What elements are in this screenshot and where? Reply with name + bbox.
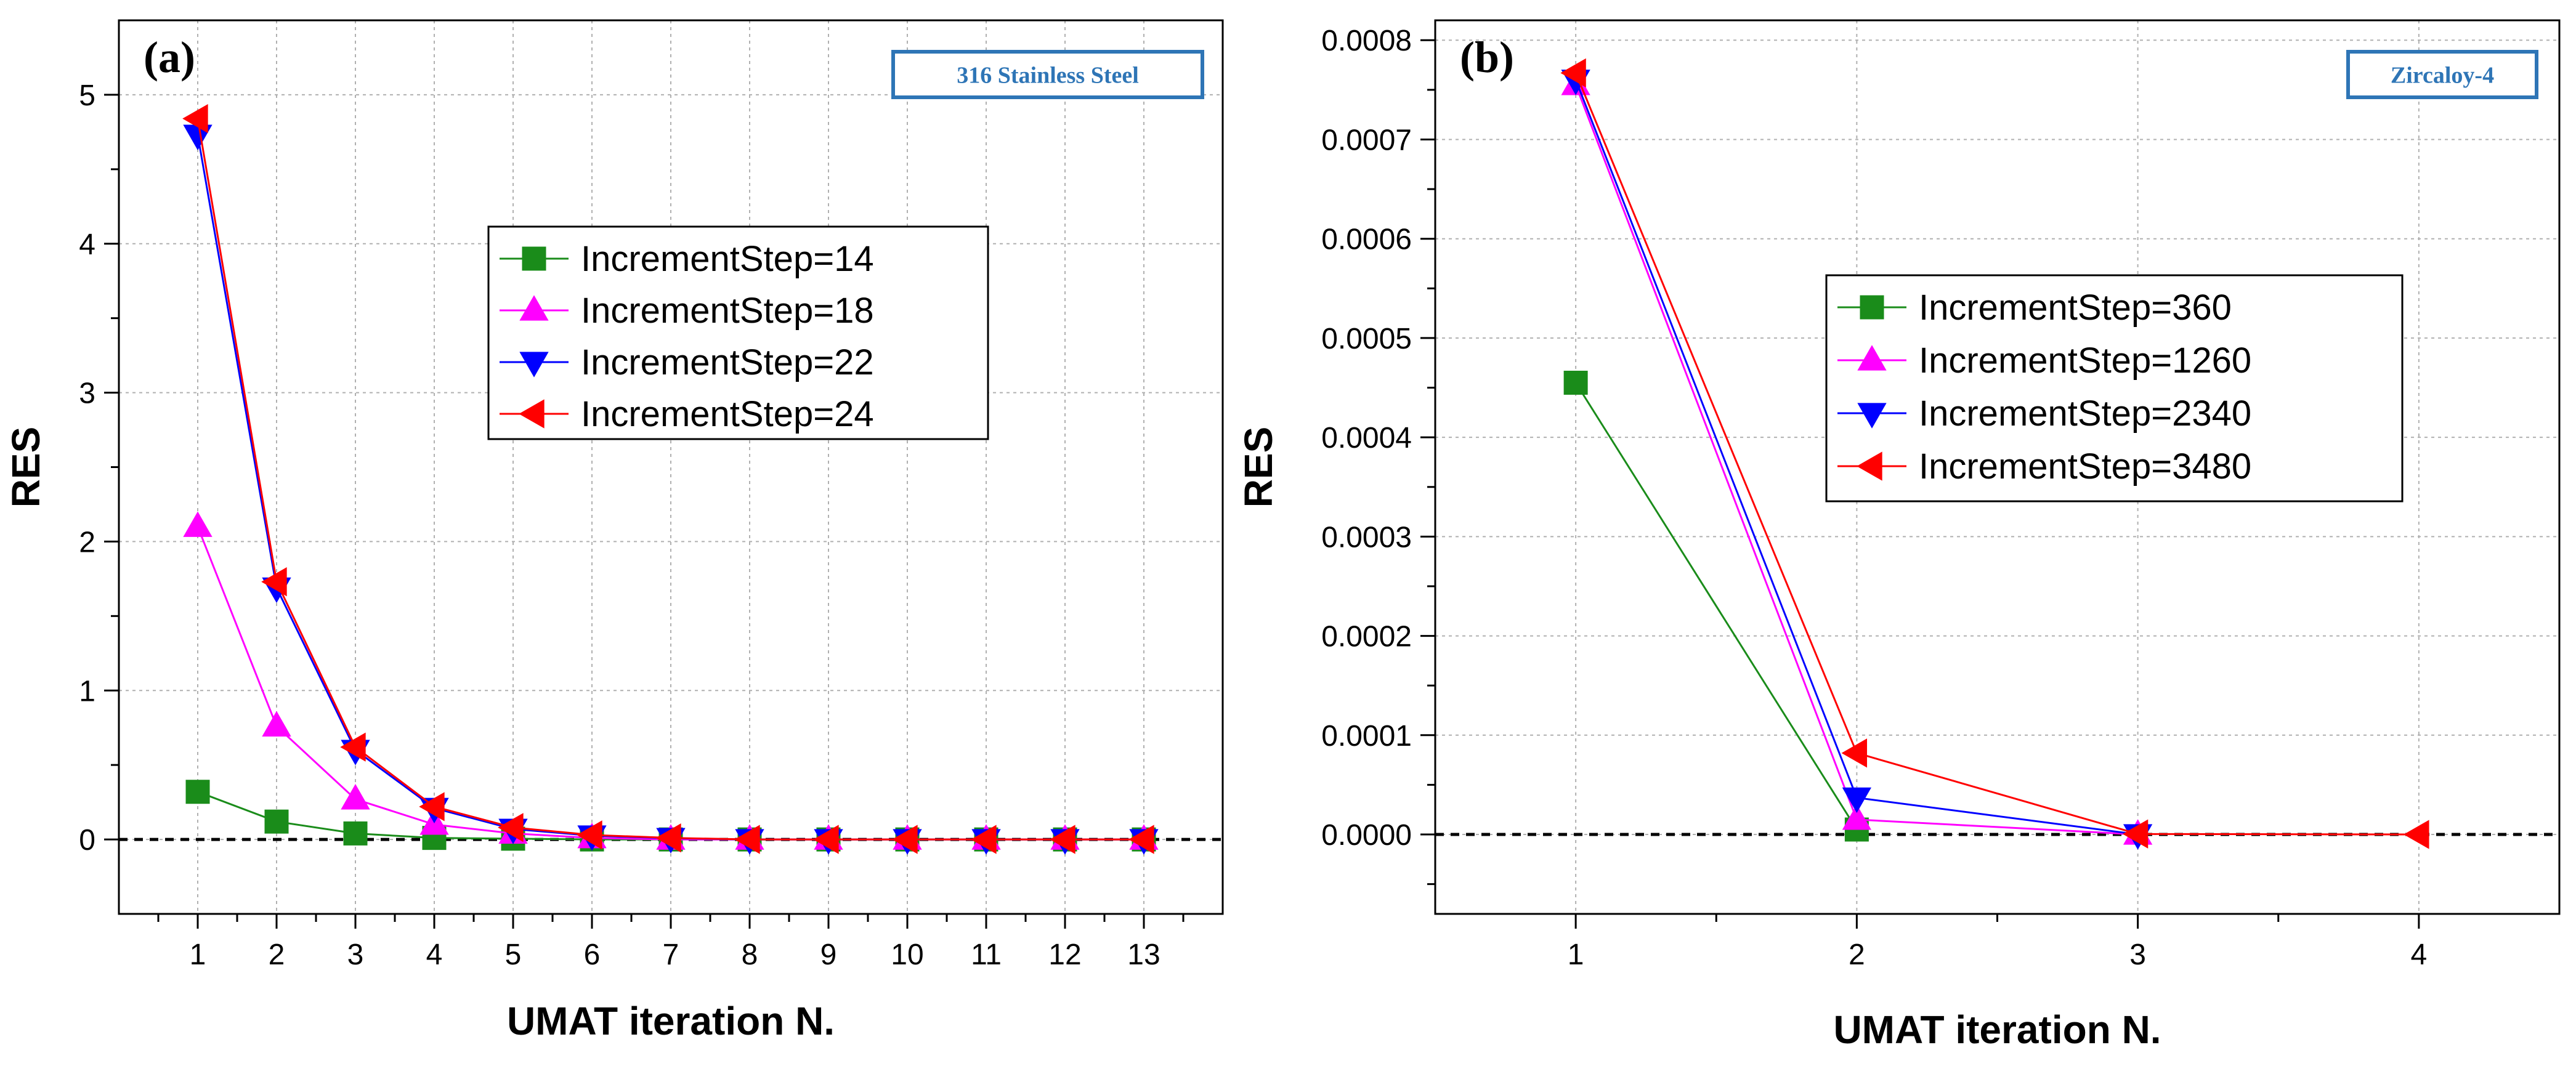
- y-tick-label: 0.0001: [1321, 720, 1412, 753]
- legend-swatch-marker: [519, 295, 549, 321]
- x-tick-label: 1: [190, 939, 206, 971]
- legend-swatch-marker: [519, 399, 545, 429]
- y-tick-label: 1: [79, 675, 95, 708]
- data-point: [734, 825, 760, 854]
- x-tick-label: 11: [971, 939, 1002, 971]
- data-point: [340, 732, 366, 762]
- data-point: [262, 711, 291, 737]
- x-tick-label: 4: [426, 939, 443, 971]
- data-point: [2122, 819, 2149, 849]
- y-tick-label: 5: [79, 79, 95, 112]
- legend-entry: IncrementStep=2340: [1919, 394, 2251, 434]
- data-point: [1563, 370, 1588, 395]
- x-tick-label: 8: [742, 939, 758, 971]
- data-point: [183, 511, 213, 537]
- y-tick-label: 0.0004: [1321, 422, 1412, 454]
- data-point: [655, 823, 681, 853]
- data-point: [419, 792, 445, 822]
- x-tick-label: 2: [269, 939, 285, 971]
- data-point: [2404, 820, 2429, 849]
- y-tick-label: 0.0007: [1321, 124, 1412, 156]
- data-point: [185, 780, 210, 804]
- panel-b-chart: 1 2 3 4 0.0000 0.0001 0.0002 0.0003 0.0004 0.0005…: [1236, 19, 2561, 1052]
- data-point: [1842, 804, 1872, 830]
- data-point: [1050, 825, 1075, 854]
- x-tick-label: 2: [1849, 939, 1865, 971]
- panel-label: (a): [144, 33, 195, 82]
- y-axis-title: RES: [1236, 427, 1281, 508]
- data-point: [341, 784, 370, 810]
- data-point: [971, 825, 997, 854]
- y-tick-label: 0.0000: [1321, 819, 1412, 852]
- data-point: [182, 103, 208, 134]
- x-tick-label: 3: [347, 939, 364, 971]
- legend-swatch-marker: [1857, 403, 1887, 429]
- legend-entry: IncrementStep=18: [581, 291, 874, 331]
- legend-entry: IncrementStep=22: [581, 342, 874, 382]
- data-point: [343, 821, 368, 846]
- material-label: 316 Stainless Steel: [957, 63, 1139, 89]
- x-tick-label: 6: [584, 939, 601, 971]
- y-tick-label: 0: [79, 824, 95, 857]
- legend-entry: IncrementStep=3480: [1919, 446, 2251, 487]
- legend-swatch-marker: [522, 246, 546, 271]
- series-line: [1574, 72, 2419, 836]
- data-point: [1128, 825, 1154, 854]
- material-box: [891, 50, 1204, 99]
- y-tick-label: 0.0005: [1321, 323, 1412, 355]
- data-point: [261, 567, 287, 597]
- data-point: [1842, 787, 1872, 814]
- data-point: [498, 813, 524, 842]
- x-tick-label: 10: [891, 939, 923, 971]
- data-point: [264, 809, 289, 834]
- legend-entry: IncrementStep=1260: [1919, 341, 2251, 381]
- legend-entry: IncrementStep=24: [581, 394, 874, 434]
- x-axis-title: UMAT iteration N.: [507, 999, 835, 1043]
- x-tick-label: 3: [2129, 939, 2146, 971]
- x-tick-label: 4: [2411, 939, 2428, 971]
- legend-box: [1825, 274, 2404, 503]
- x-axis-title: UMAT iteration N.: [1833, 1007, 2161, 1052]
- data-point: [577, 820, 602, 850]
- y-tick-label: 0.0002: [1321, 621, 1412, 653]
- x-tick-label: 12: [1048, 939, 1081, 971]
- x-tick-label: 13: [1127, 939, 1160, 971]
- legend-box: [487, 225, 989, 440]
- data-point: [892, 825, 918, 854]
- data-point: [1560, 58, 1586, 88]
- y-tick-label: 4: [79, 228, 95, 261]
- panel-label: (b): [1460, 33, 1514, 82]
- data-point: [1841, 738, 1868, 768]
- legend-entry: IncrementStep=360: [1919, 288, 2232, 328]
- material-box: [2346, 50, 2538, 99]
- x-tick-label: 1: [1568, 939, 1584, 971]
- legend-swatch-marker: [1860, 295, 1884, 320]
- y-tick-label: 2: [79, 526, 95, 559]
- x-tick-label: 7: [663, 939, 679, 971]
- data-point: [813, 825, 839, 854]
- legend-entry: IncrementStep=14: [581, 239, 874, 279]
- legend-swatch-marker: [519, 352, 549, 378]
- y-tick-label: 3: [79, 378, 95, 410]
- x-tick-label: 9: [820, 939, 837, 971]
- material-label: Zircaloy-4: [2391, 63, 2494, 89]
- legend-swatch-marker: [1857, 345, 1887, 371]
- x-tick-label: 5: [505, 939, 522, 971]
- legend-swatch-marker: [1857, 451, 1882, 481]
- y-tick-label: 0.0008: [1321, 25, 1412, 57]
- series-line: [1574, 382, 1858, 830]
- y-tick-label: 0.0006: [1321, 224, 1412, 256]
- y-tick-label: 0.0003: [1321, 521, 1412, 554]
- y-axis-title: RES: [4, 427, 48, 508]
